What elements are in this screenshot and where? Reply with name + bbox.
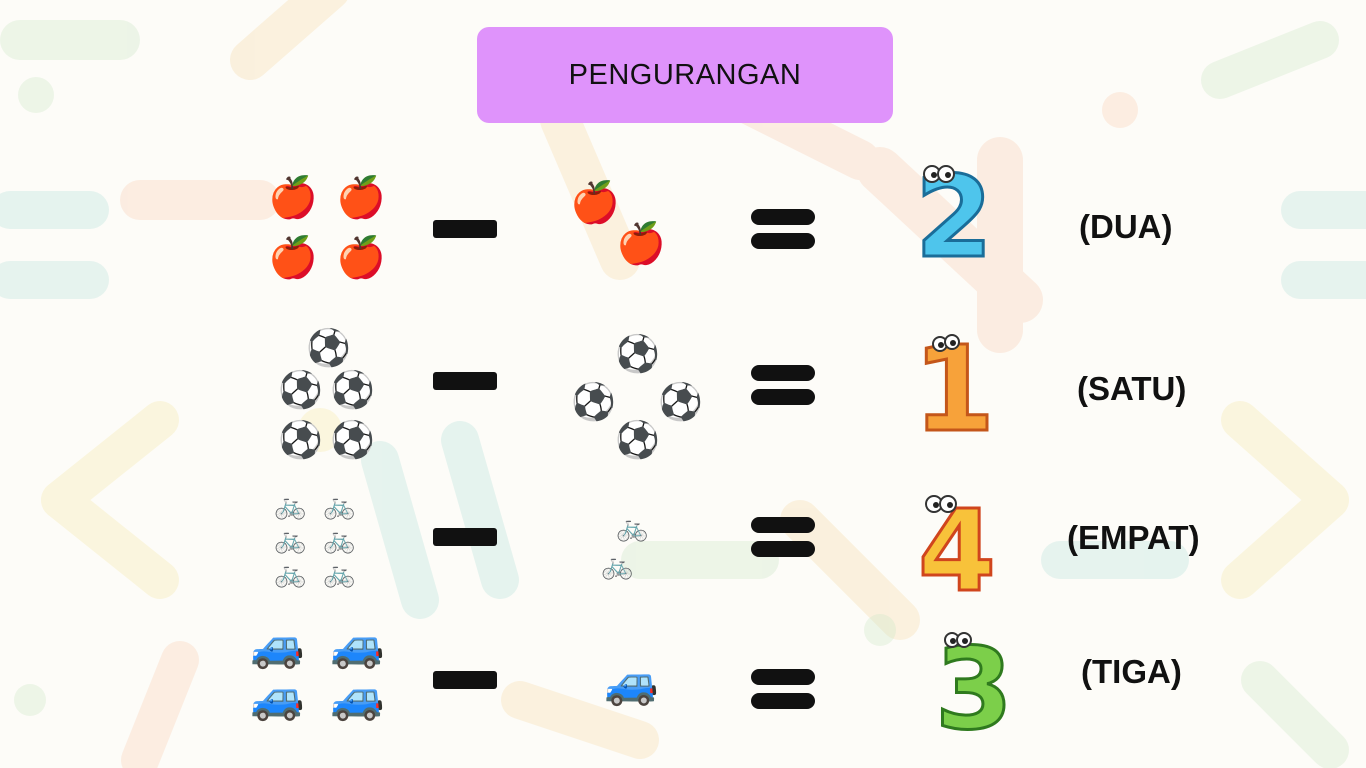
result-word: (EMPAT) [1067,519,1200,556]
equals-sign-bottom [751,693,815,709]
apple-icon: 🍎 [616,222,666,266]
number-four-icon: 4 [917,490,998,598]
apple-icon: 🍎 [570,181,620,225]
soccer-ball-icon: ⚽ [615,419,660,460]
equals-sign-bottom [751,389,815,405]
equals-sign-top [751,209,815,225]
apple-icon: 🍎 [336,236,386,280]
car-icon: 🚙 [330,621,385,670]
minus-sign [433,372,497,390]
equals-sign-bottom [751,233,815,249]
soccer-ball-icon: ⚽ [278,369,323,410]
soccer-ball-icon: ⚽ [306,327,351,368]
bicycle-icon: 🚲 [323,490,356,520]
apple-icon: 🍎 [268,236,318,280]
soccer-ball-icon: ⚽ [278,419,323,460]
bicycle-icon: 🚲 [601,550,634,580]
bicycle-icon: 🚲 [616,512,649,542]
result-word: (TIGA) [1081,653,1182,690]
bicycle-icon: 🚲 [274,558,307,588]
bicycle-icon: 🚲 [274,524,307,554]
car-icon: 🚙 [250,673,305,722]
equals-sign-top [751,517,815,533]
equals-sign-top [751,365,815,381]
minus-sign [433,671,497,689]
number-one-icon: 1 [911,328,995,438]
car-icon: 🚙 [604,658,659,707]
number-three-icon: 3 [934,626,1015,734]
soccer-ball-icon: ⚽ [615,333,660,374]
svg-text:1: 1 [913,328,995,438]
equals-sign-bottom [751,541,815,557]
minus-sign [433,528,497,546]
result-word: (DUA) [1079,208,1173,245]
car-icon: 🚙 [250,621,305,670]
bicycle-icon: 🚲 [323,558,356,588]
soccer-ball-icon: ⚽ [571,381,616,422]
soccer-ball-icon: ⚽ [658,381,703,422]
bicycle-icon: 🚲 [323,524,356,554]
result-word: (SATU) [1077,370,1187,407]
minus-sign [433,220,497,238]
soccer-ball-icon: ⚽ [330,419,375,460]
soccer-ball-icon: ⚽ [330,369,375,410]
page-title: PENGURANGAN [477,27,893,123]
equals-sign-top [751,669,815,685]
bicycle-icon: 🚲 [274,490,307,520]
apple-icon: 🍎 [268,176,318,220]
number-two-icon: 2 [914,160,995,265]
apple-icon: 🍎 [336,176,386,220]
car-icon: 🚙 [330,673,385,722]
